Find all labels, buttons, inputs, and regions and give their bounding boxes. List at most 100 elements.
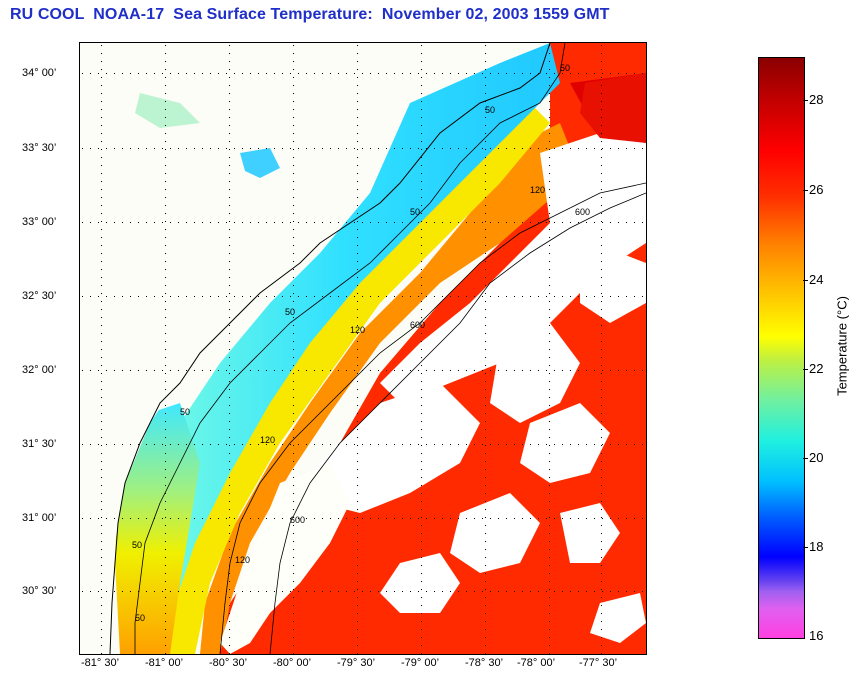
lat-label-34-00: 34° 00’ [22,67,57,79]
grid-dot [357,429,358,430]
grid-dot [229,637,230,638]
grid-dot [98,296,99,297]
grid-dot [298,73,299,74]
grid-dot [357,45,358,46]
grid-dot [482,444,483,445]
grid-dot [229,293,230,294]
grid-dot [586,296,587,297]
grid-dot [601,133,602,134]
grid-dot [229,309,230,310]
grid-dot [357,453,358,454]
grid-dot [165,77,166,78]
grid-dot [442,444,443,445]
grid-dot [485,357,486,358]
grid-dot [293,205,294,206]
grid-dot [485,141,486,142]
grid-dot [610,591,611,592]
grid-dot [274,518,275,519]
grid-dot [346,370,347,371]
grid-dot [250,518,251,519]
grid-dot [421,341,422,342]
grid-dot [421,653,422,654]
grid-dot [101,357,102,358]
grid-dot [165,429,166,430]
grid-dot [293,85,294,86]
grid-dot [421,429,422,430]
grid-dot [101,493,102,494]
grid-dot [146,222,147,223]
grid-dot [601,245,602,246]
grid-dot [570,591,571,592]
grid-dot [485,453,486,454]
grid-dot [601,621,602,622]
grid-dot [549,421,550,422]
grid-dot [485,325,486,326]
grid-dot [522,222,523,223]
grid-dot [357,77,358,78]
grid-dot [485,381,486,382]
grid-dot [101,349,102,350]
grid-dot [266,591,267,592]
grid-dot [490,148,491,149]
grid-dot [549,389,550,390]
grid-dot [485,101,486,102]
grid-dot [282,73,283,74]
grid-dot [138,444,139,445]
grid-dot [549,237,550,238]
grid-dot [394,296,395,297]
grid-dot [402,222,403,223]
grid-dot [549,357,550,358]
grid-dot [242,296,243,297]
grid-dot [362,591,363,592]
grid-dot [549,437,550,438]
grid-dot [101,277,102,278]
grid-dot [546,222,547,223]
grid-dot [229,357,230,358]
grid-dot [549,325,550,326]
grid-dot [106,296,107,297]
grid-dot [482,148,483,149]
grid-dot [546,518,547,519]
grid-dot [421,117,422,118]
grid-dot [357,533,358,534]
grid-dot [165,309,166,310]
grid-dot [306,370,307,371]
grid-dot [434,73,435,74]
grid-dot [549,109,550,110]
grid-dot [234,591,235,592]
grid-dot [474,73,475,74]
grid-dot [370,370,371,371]
grid-dot [293,509,294,510]
grid-dot [402,148,403,149]
grid-dot [549,517,550,518]
grid-dot [165,133,166,134]
grid-dot [421,541,422,542]
grid-dot [170,444,171,445]
grid-dot [165,317,166,318]
lat-label-32-30: 32° 30’ [22,290,57,302]
grid-dot [485,573,486,574]
grid-dot [106,518,107,519]
grid-dot [421,165,422,166]
grid-dot [101,101,102,102]
grid-dot [218,222,219,223]
grid-dot [162,148,163,149]
grid-dot [165,493,166,494]
grid-dot [298,148,299,149]
grid-dot [421,325,422,326]
grid-dot [330,296,331,297]
grid-dot [485,269,486,270]
grid-dot [546,296,547,297]
grid-dot [421,253,422,254]
grid-dot [130,518,131,519]
grid-dot [101,261,102,262]
grid-dot [250,73,251,74]
grid-dot [229,605,230,606]
grid-dot [293,45,294,46]
grid-dot [101,581,102,582]
grid-dot [106,73,107,74]
grid-dot [634,591,635,592]
grid-dot [234,370,235,371]
grid-dot [485,597,486,598]
grid-dot [618,444,619,445]
